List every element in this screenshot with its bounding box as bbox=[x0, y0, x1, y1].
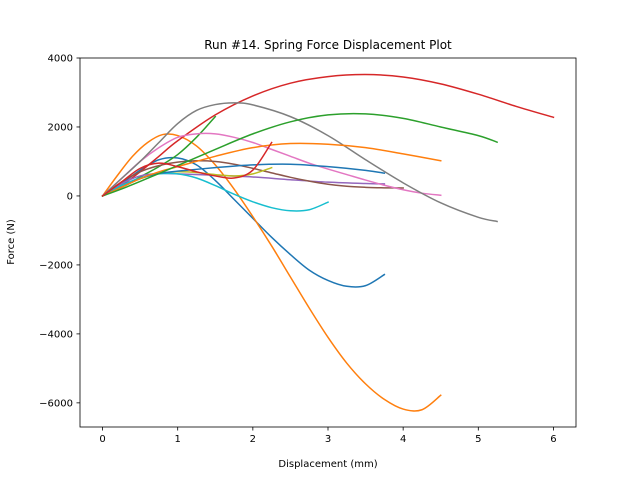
series-line-7 bbox=[101, 132, 442, 197]
x-axis-label: Displacement (mm) bbox=[278, 459, 377, 470]
x-tick-label: 5 bbox=[475, 434, 481, 445]
x-tick-label: 3 bbox=[325, 434, 331, 445]
x-tick-label: 0 bbox=[99, 434, 105, 445]
chart-title: Run #14. Spring Force Displacement Plot bbox=[204, 38, 452, 52]
series-line-13 bbox=[101, 112, 499, 197]
y-tick-label: −4000 bbox=[39, 329, 73, 340]
series-line-8 bbox=[101, 102, 498, 223]
series-line-2 bbox=[101, 133, 442, 412]
series-layer bbox=[101, 73, 555, 412]
series-line-14 bbox=[101, 141, 273, 197]
y-tick-label: −2000 bbox=[39, 260, 73, 271]
y-tick-label: 0 bbox=[67, 191, 73, 202]
x-tick-label: 2 bbox=[250, 434, 256, 445]
x-axis-ticks: 0 1 2 3 4 5 6 bbox=[99, 427, 557, 445]
series-line-10 bbox=[101, 172, 329, 212]
x-tick-label: 1 bbox=[175, 434, 181, 445]
y-tick-label: 2000 bbox=[48, 122, 73, 133]
series-line-4 bbox=[101, 73, 555, 197]
x-tick-label: 4 bbox=[400, 434, 406, 445]
series-line-12 bbox=[101, 142, 442, 197]
y-axis-ticks: −6000 −4000 −2000 0 2000 4000 bbox=[39, 54, 80, 409]
x-tick-label: 6 bbox=[550, 434, 556, 445]
y-tick-label: 4000 bbox=[48, 54, 73, 65]
y-tick-label: −6000 bbox=[39, 398, 73, 409]
axes-frame bbox=[79, 57, 577, 428]
series-line-6 bbox=[101, 159, 404, 197]
y-axis-label: Force (N) bbox=[6, 219, 17, 265]
